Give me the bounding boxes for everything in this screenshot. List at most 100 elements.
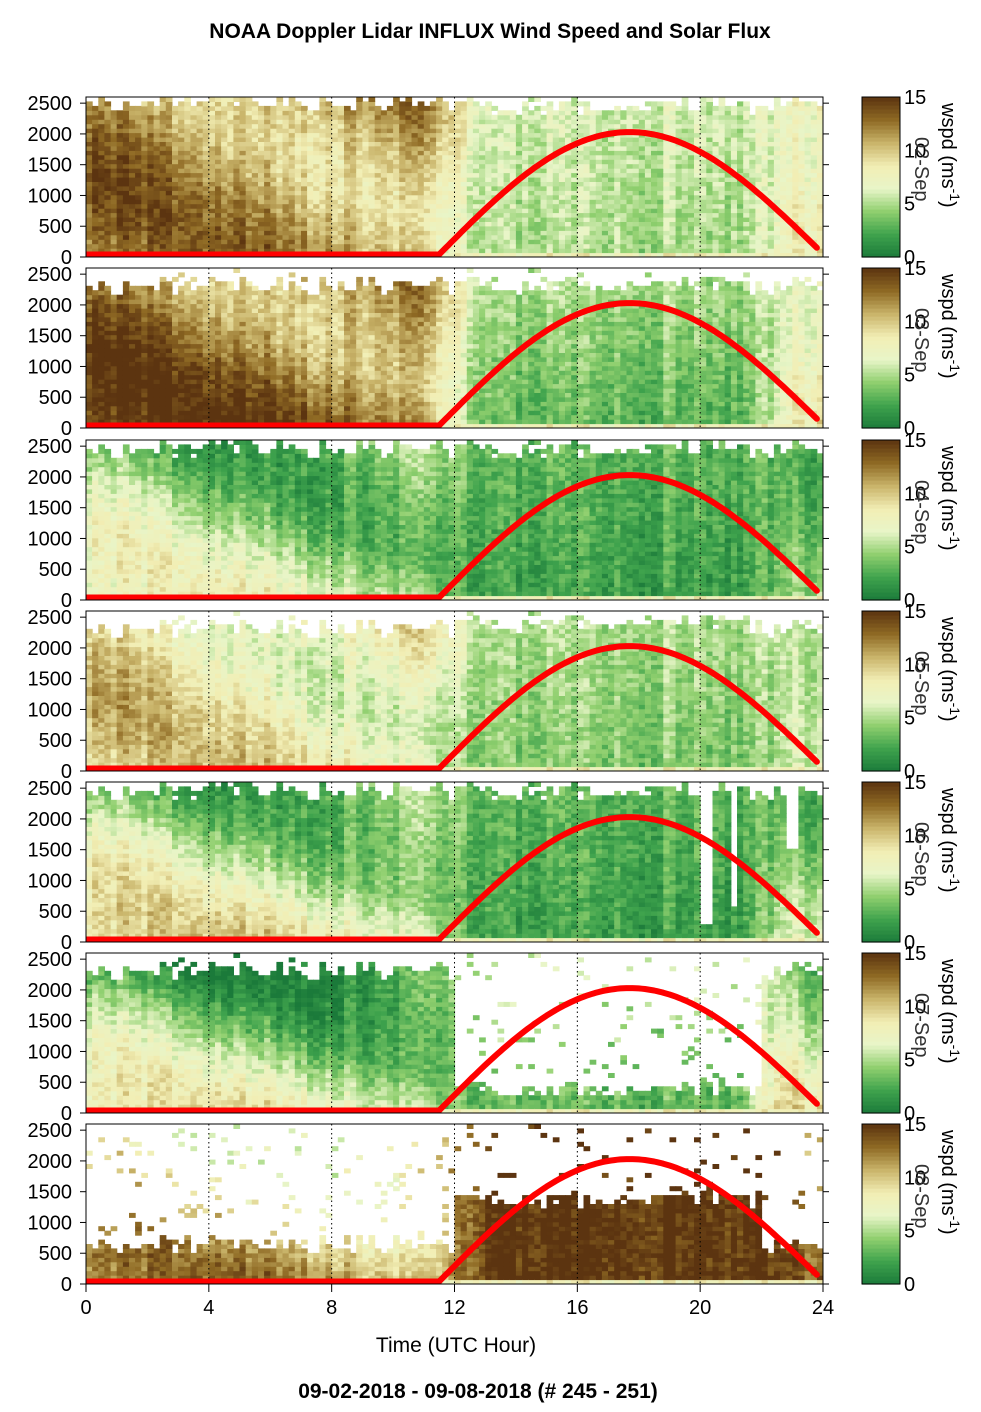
heatmap-cell [374,159,382,165]
heatmap-cell [141,168,148,174]
heatmap-cell [190,414,198,420]
heatmap-cell [159,114,167,120]
heatmap-cell [221,172,228,178]
heatmap-cell [780,128,787,134]
heatmap-cell [436,181,443,187]
heatmap-cell [264,119,271,125]
heatmap-cell [442,194,449,200]
heatmap-cell [491,239,499,245]
heatmap-cell [208,101,216,107]
heatmap-cell [104,419,112,425]
heatmap-cell [356,203,363,209]
heatmap-cell [620,177,627,182]
heatmap-cell [344,190,351,196]
heatmap-cell [221,419,228,425]
heatmap-cell [227,392,234,398]
heatmap-cell [755,137,763,142]
heatmap-cell [767,230,775,236]
heatmap-cell [196,177,204,182]
heatmap-cell [737,159,744,165]
heatmap-cell [356,123,363,129]
heatmap-cell [159,145,167,151]
heatmap-cell [497,185,505,191]
heatmap-cell [386,137,394,142]
heatmap-cell [681,190,689,196]
heatmap-cell [638,154,646,160]
heatmap-cell [620,137,627,142]
heatmap-cell [178,128,185,134]
heatmap-cell [135,299,142,305]
heatmap-cell [786,185,793,191]
heatmap-cell [552,203,560,209]
heatmap-cell [786,145,793,151]
heatmap-cell [644,199,652,205]
heatmap-cell [755,185,763,191]
heatmap-cell [190,339,198,345]
heatmap-cell [657,137,664,142]
heatmap-cell [110,414,118,420]
heatmap-cell [233,150,241,156]
heatmap-cell [534,123,541,129]
heatmap-cell [638,168,646,174]
heatmap-cell [479,252,486,257]
heatmap-cell [227,208,234,214]
heatmap-cell [540,154,548,160]
heatmap-cell [436,217,443,222]
heatmap-cell [558,221,566,227]
heatmap-cell [178,321,185,327]
heatmap-cell [448,137,456,142]
heatmap-cell [730,141,738,147]
heatmap-cell [251,230,259,236]
heatmap-cell [399,154,406,160]
heatmap-cell [552,199,560,205]
heatmap-cell [215,330,222,336]
heatmap-cell [479,177,486,182]
heatmap-cell [258,248,265,254]
heatmap-cell [307,141,314,147]
heatmap-cell [571,119,578,125]
heatmap-cell [589,141,597,147]
heatmap-cell [730,190,738,196]
heatmap-cell [196,123,204,129]
heatmap-cell [712,217,720,222]
heatmap-cell [184,414,191,420]
heatmap-cell [215,119,222,125]
heatmap-cell [497,234,505,240]
heatmap-cell [331,110,339,116]
heatmap-cell [429,221,437,227]
heatmap-cell [749,132,756,138]
heatmap-cell [92,110,99,116]
heatmap-cell [208,105,216,111]
heatmap-cell [460,252,468,257]
heatmap-cell [86,177,93,182]
heatmap-cell [651,208,658,214]
heatmap-cell [651,159,658,165]
heatmap-cell [694,239,701,245]
heatmap-cell [399,101,406,107]
heatmap-cell [110,239,118,245]
heatmap-cell [405,239,413,245]
heatmap-cell [718,114,726,120]
heatmap-cell [86,285,93,291]
heatmap-cell [417,217,425,222]
heatmap-cell [540,221,548,227]
heatmap-cell [276,114,284,120]
heatmap-cell [810,145,818,151]
heatmap-cell [380,172,388,178]
heatmap-cell [730,221,738,227]
heatmap-cell [374,230,382,236]
heatmap-cell [577,208,584,214]
heatmap-cell [276,110,284,116]
heatmap-cell [644,172,652,178]
heatmap-cell [694,212,701,218]
heatmap-cell [86,150,93,156]
heatmap-cell [129,190,136,196]
heatmap-cell [172,217,179,222]
heatmap-cell [208,128,216,134]
heatmap-cell [86,356,93,362]
heatmap-cell [86,221,93,227]
heatmap-cell [687,203,695,209]
heatmap-cell [386,212,394,218]
heatmap-cell [651,163,658,169]
heatmap-cell [251,243,259,249]
